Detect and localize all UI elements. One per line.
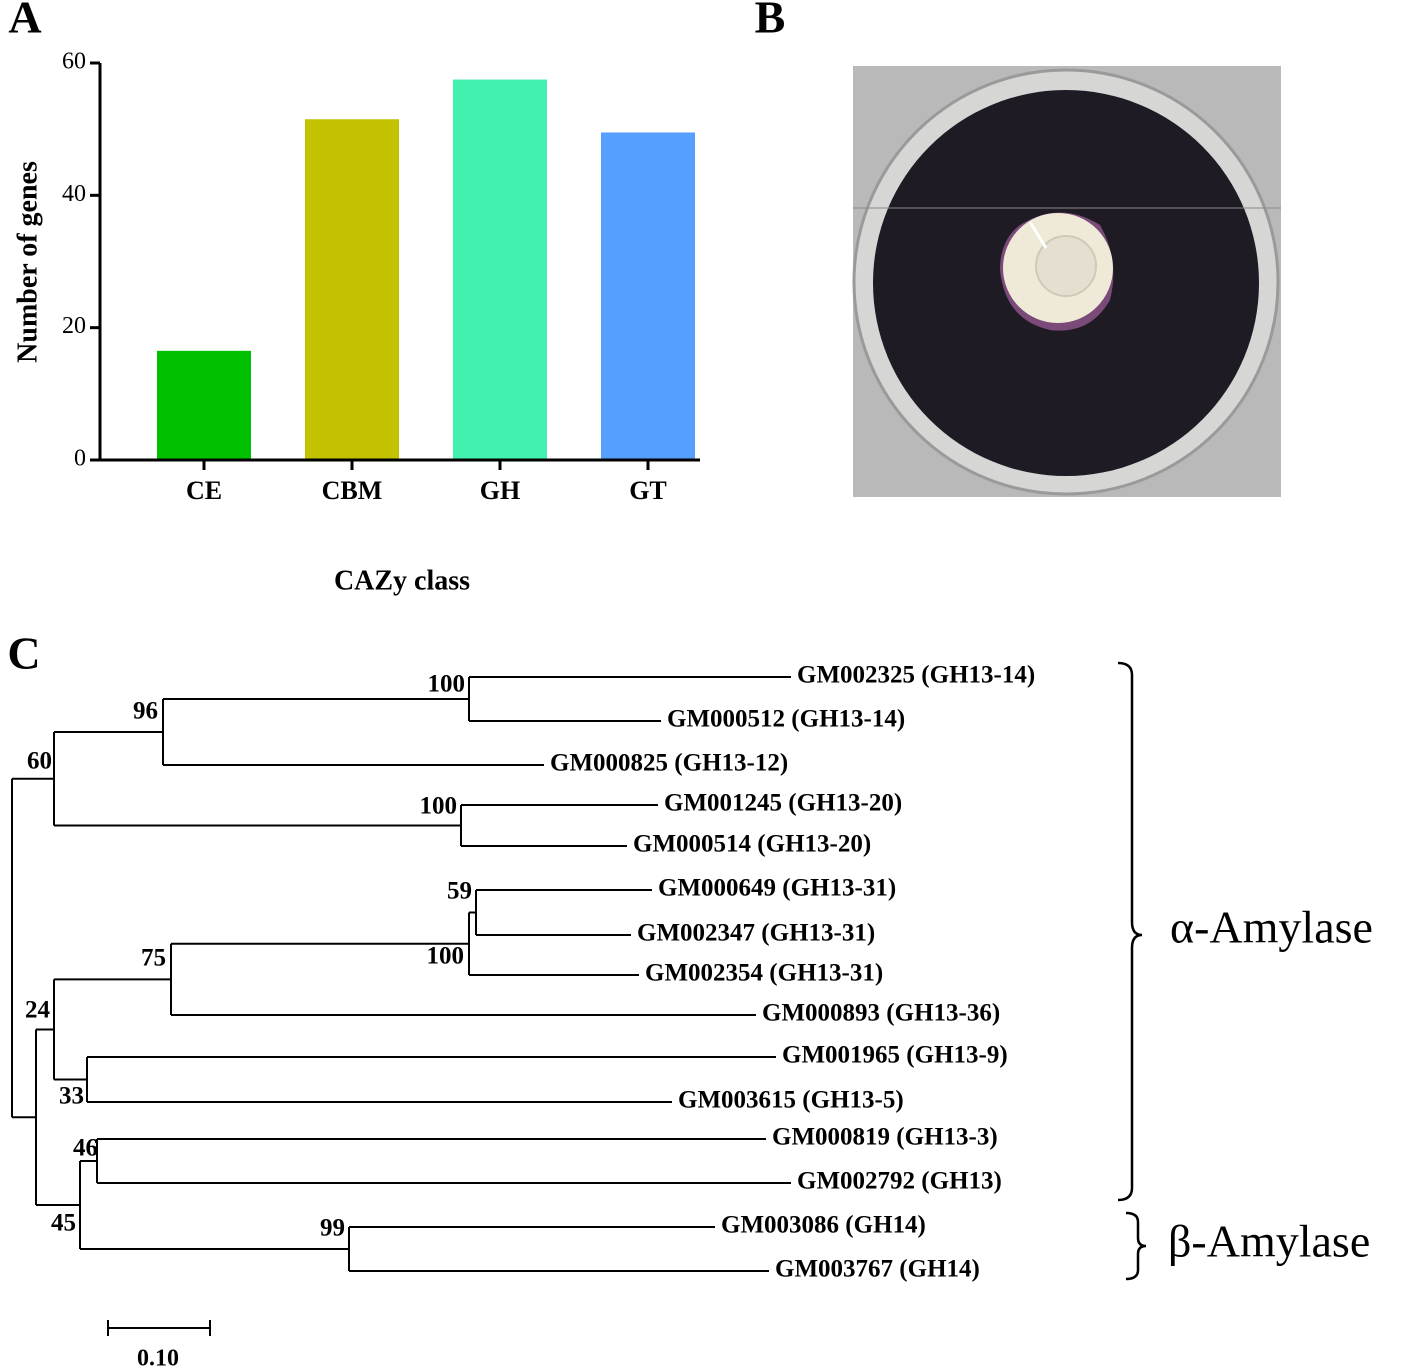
support-value: 75	[141, 945, 166, 972]
support-value: 100	[420, 793, 458, 820]
bar	[601, 132, 695, 460]
y-tick-label: 60	[62, 49, 86, 75]
group-label: β-Amylase	[1168, 1216, 1370, 1267]
leaf-label: GM001245 (GH13-20)	[664, 790, 902, 817]
bar	[453, 79, 547, 461]
leaf-label: GM003767 (GH14)	[775, 1256, 980, 1283]
leaf-label: GM000893 (GH13-36)	[762, 1000, 1000, 1027]
support-value: 24	[25, 997, 51, 1024]
x-tick-label: GH	[480, 476, 520, 505]
tree-branches	[11, 676, 791, 1272]
leaf-label: GM003086 (GH14)	[721, 1212, 926, 1239]
bar	[157, 350, 251, 460]
group-brackets	[1117, 661, 1147, 1281]
x-axis-label: CAZy class	[334, 565, 470, 596]
leaf-label: GM000649 (GH13-31)	[658, 875, 896, 902]
y-tick-label: 20	[62, 313, 86, 339]
support-value: 96	[133, 698, 158, 725]
y-tick-label: 40	[62, 181, 86, 207]
support-value: 99	[320, 1215, 345, 1242]
bar	[305, 119, 399, 460]
support-value: 60	[27, 748, 52, 775]
panel-letter: C	[7, 628, 40, 679]
y-axis-label: Number of genes	[12, 161, 43, 363]
scale-bar	[107, 1320, 211, 1336]
support-value: 45	[51, 1210, 76, 1237]
panel-letter: A	[8, 0, 41, 43]
group-label: α-Amylase	[1170, 902, 1373, 953]
leaf-label: GM002347 (GH13-31)	[637, 920, 875, 947]
support-value: 59	[447, 878, 472, 905]
support-value: 100	[427, 943, 465, 970]
leaf-label: GM002354 (GH13-31)	[645, 960, 883, 987]
leaf-label: GM000819 (GH13-3)	[772, 1124, 998, 1151]
leaf-label: GM003615 (GH13-5)	[678, 1087, 904, 1114]
support-value: 33	[59, 1083, 84, 1110]
scale-label: 0.10	[137, 1346, 179, 1372]
support-value: 100	[428, 671, 466, 698]
support-value: 46	[73, 1135, 98, 1162]
leaf-label: GM000512 (GH13-14)	[667, 706, 905, 733]
leaf-label: GM000825 (GH13-12)	[550, 750, 788, 777]
leaf-label: GM000514 (GH13-20)	[633, 831, 871, 858]
x-tick-label: CBM	[322, 476, 383, 505]
y-tick-label: 0	[74, 446, 86, 472]
plate-photo	[852, 66, 1281, 497]
leaf-label: GM002325 (GH13-14)	[797, 662, 1035, 689]
panel-letter: B	[755, 0, 786, 43]
x-tick-label: CE	[186, 476, 222, 505]
leaf-label: GM001965 (GH13-9)	[782, 1042, 1008, 1069]
x-tick-label: GT	[629, 476, 667, 505]
leaf-label: GM002792 (GH13)	[797, 1168, 1002, 1195]
